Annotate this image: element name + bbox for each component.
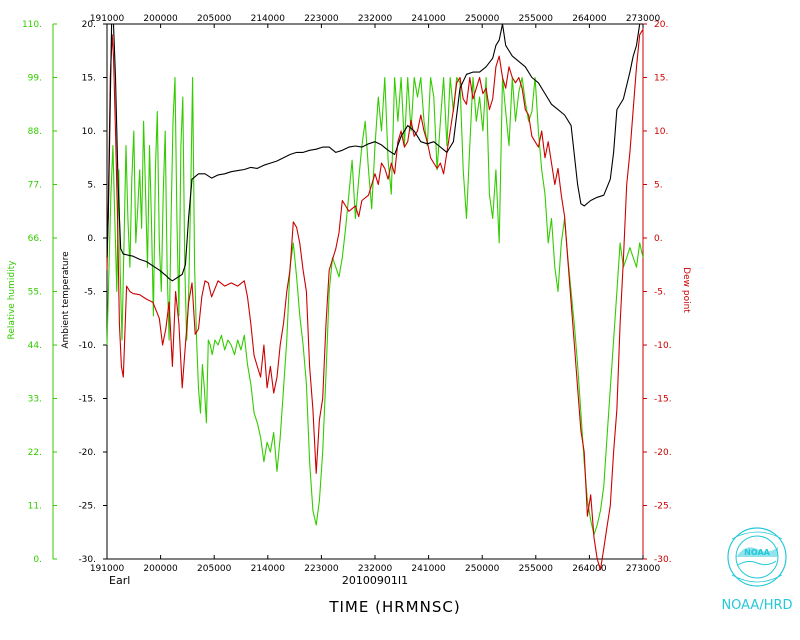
- noaa-emblem-text: NOAA: [744, 548, 770, 557]
- time-tick-label-bottom: 250000: [465, 564, 500, 574]
- dewpoint-tick-label: 10.: [654, 127, 668, 137]
- dewpoint-tick-label: -15.: [654, 395, 672, 405]
- time-tick-label-bottom: 223000: [304, 564, 339, 574]
- temperature-axis-label: Ambient temperature: [61, 251, 71, 349]
- temperature-tick-label: -30.: [78, 555, 96, 565]
- rh-tick-label: 44.: [28, 341, 42, 351]
- rh-tick-label: 88.: [28, 127, 42, 137]
- rh-tick-label: 77.: [28, 181, 42, 191]
- rh-tick-label: 33.: [28, 395, 42, 405]
- time-tick-label-top: 214000: [251, 14, 286, 24]
- rh-tick-label: 22.: [28, 448, 42, 458]
- time-tick-label-bottom: 241000: [411, 564, 446, 574]
- time-tick-label-bottom: 205000: [197, 564, 232, 574]
- rh-tick-group: 0. 11. 22. 33. 44. 55. 66. 77. 88. 99. 110.: [22, 20, 57, 565]
- time-tick-label-bottom: 232000: [358, 564, 393, 574]
- time-tick-label-top: 205000: [197, 14, 232, 24]
- temperature-tick-label: 15.: [82, 74, 96, 84]
- plot-area-frame: [106, 23, 644, 560]
- rh-axis-label: Relative humidity: [7, 260, 17, 340]
- time-tick-label-top: 200000: [143, 14, 178, 24]
- time-tick-label-bottom: 200000: [143, 564, 178, 574]
- temperature-tick-group: -30. -25. -20. -15. -10. -5. 0. 5. 10. 15. 20.: [78, 20, 107, 565]
- dewpoint-axis-label: Dew point: [681, 267, 691, 313]
- temperature-tick-label: -20.: [78, 448, 96, 458]
- time-tick-label-top: 273000: [626, 14, 661, 24]
- dewpoint-tick-label: -5.: [654, 288, 666, 298]
- rh-tick-label: 99.: [28, 74, 42, 84]
- rh-tick-label: 0.: [33, 555, 42, 565]
- time-tick-label-top: 191000: [90, 14, 125, 24]
- series-line-ambient-temperature: [106, 23, 643, 282]
- temperature-tick-label: 10.: [82, 127, 96, 137]
- temperature-tick-label: -25.: [78, 502, 96, 512]
- dewpoint-tick-label: 20.: [654, 20, 668, 30]
- agency-label: NOAA/HRD: [721, 598, 793, 613]
- time-tick-label-bottom: 191000: [90, 564, 125, 574]
- time-tick-label-top: 223000: [304, 14, 339, 24]
- time-tick-label-top: 232000: [358, 14, 393, 24]
- noaa-emblem-icon: NOAA: [727, 527, 787, 587]
- time-tick-label-bottom: 273000: [626, 564, 661, 574]
- time-tick-label-top: 255000: [519, 14, 554, 24]
- time-tick-group: 191000 191000 200000 200000 205000 205000 2140…: [90, 14, 661, 574]
- rh-tick-label: 11.: [28, 502, 42, 512]
- noaa-logo: NOAA: [716, 525, 798, 620]
- x-axis-title: TIME (HRMNSC): [328, 598, 460, 616]
- dewpoint-tick-label: -20.: [654, 448, 672, 458]
- series-group: [106, 23, 644, 571]
- time-tick-label-bottom: 264000: [572, 564, 607, 574]
- rh-tick-label: 110.: [22, 20, 42, 30]
- time-tick-label-top: 264000: [572, 14, 607, 24]
- temperature-tick-label: -10.: [78, 341, 96, 351]
- dewpoint-tick-label: 0.: [654, 234, 663, 244]
- storm-name: Earl: [109, 574, 130, 587]
- rh-tick-label: 66.: [28, 234, 42, 244]
- time-tick-label-bottom: 255000: [519, 564, 554, 574]
- dewpoint-tick-label: 5.: [654, 181, 663, 191]
- temperature-tick-label: 0.: [87, 234, 96, 244]
- rh-tick-label: 55.: [28, 288, 42, 298]
- temperature-tick-label: -5.: [84, 288, 96, 298]
- time-tick-label-bottom: 214000: [251, 564, 286, 574]
- temperature-tick-label: -15.: [78, 395, 96, 405]
- time-tick-label-top: 241000: [411, 14, 446, 24]
- flight-id: 20100901I1: [342, 574, 408, 587]
- dewpoint-tick-label: 15.: [654, 74, 668, 84]
- series-line-relative-humidity: [106, 76, 644, 536]
- dewpoint-tick-label: -10.: [654, 341, 672, 351]
- temperature-tick-label: 20.: [82, 20, 96, 30]
- dewpoint-tick-label: -30.: [654, 555, 672, 565]
- time-tick-label-top: 250000: [465, 14, 500, 24]
- dewpoint-tick-group: -30. -25. -20. -15. -10. -5. 0. 5. 10. 15. 20.: [643, 20, 672, 565]
- temperature-tick-label: 5.: [87, 181, 96, 191]
- series-line-dew-point: [106, 29, 644, 571]
- dewpoint-tick-label: -25.: [654, 502, 672, 512]
